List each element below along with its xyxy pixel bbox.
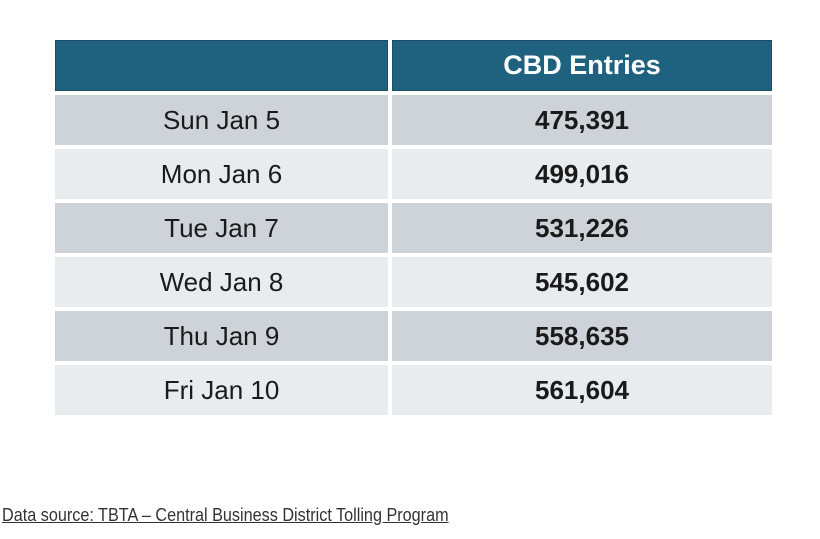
table-row-value: 561,604: [392, 365, 772, 415]
table-row-day: Wed Jan 8: [55, 257, 388, 307]
table-header-blank: [55, 40, 388, 91]
table-row-day: Thu Jan 9: [55, 311, 388, 361]
table-row-value: 545,602: [392, 257, 772, 307]
table-row-day: Tue Jan 7: [55, 203, 388, 253]
data-source-link[interactable]: Data source: TBTA – Central Business Dis…: [2, 505, 449, 525]
table-row-value: 475,391: [392, 95, 772, 145]
cbd-entries-table: CBD Entries Sun Jan 5 475,391 Mon Jan 6 …: [55, 40, 772, 415]
table-row-day: Fri Jan 10: [55, 365, 388, 415]
table-row-value: 531,226: [392, 203, 772, 253]
table-row-value: 558,635: [392, 311, 772, 361]
table-row-day: Mon Jan 6: [55, 149, 388, 199]
table-row-day: Sun Jan 5: [55, 95, 388, 145]
table-row-value: 499,016: [392, 149, 772, 199]
table-header-cbd-entries: CBD Entries: [392, 40, 772, 91]
